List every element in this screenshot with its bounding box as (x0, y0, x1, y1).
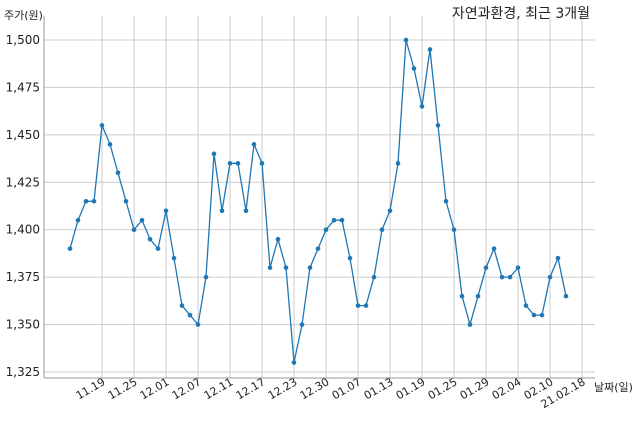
x-tick-label: 02.04 (490, 375, 524, 402)
data-point (547, 274, 553, 280)
data-point (307, 265, 313, 270)
data-point (411, 66, 417, 71)
x-tick-label: 01.07 (330, 375, 364, 402)
data-point (211, 151, 217, 157)
data-point (507, 274, 513, 280)
data-point (275, 236, 281, 242)
data-point (203, 274, 209, 280)
y-tick-label: 1,375 (6, 270, 40, 284)
y-tick-label: 1,350 (6, 318, 40, 332)
data-point (259, 161, 265, 166)
x-tick-label: 12.23 (266, 375, 300, 402)
price-line (69, 39, 567, 363)
y-axis-label: 주가(원) (4, 9, 43, 22)
data-point (75, 217, 81, 223)
y-tick-label: 1,450 (6, 128, 40, 142)
data-point (355, 303, 361, 308)
data-point (403, 37, 409, 43)
data-point (499, 274, 505, 280)
data-point (131, 227, 137, 233)
x-tick-label: 11.25 (106, 375, 140, 402)
grid (44, 16, 595, 378)
y-tick-label: 1,400 (6, 223, 40, 237)
data-point (419, 104, 425, 109)
data-point (531, 312, 537, 318)
data-point (323, 227, 329, 233)
data-point (227, 161, 233, 166)
data-point (139, 217, 145, 223)
data-point (251, 142, 257, 147)
data-point (99, 123, 105, 128)
data-point (171, 255, 177, 261)
data-point (91, 198, 97, 204)
x-axis-label: 날짜(일) (594, 380, 633, 394)
data-point (395, 161, 401, 166)
data-point (147, 236, 153, 242)
data-point (483, 265, 489, 270)
data-point (427, 47, 433, 52)
y-tick-label: 1,425 (6, 175, 40, 189)
data-point (291, 360, 297, 365)
x-tick-label: 01.13 (362, 375, 396, 402)
data-point (123, 198, 129, 204)
data-point (267, 265, 273, 270)
y-tick-label: 1,325 (6, 365, 40, 379)
data-point (179, 303, 185, 308)
x-tick-label: 11.19 (74, 375, 108, 402)
data-point (107, 142, 113, 147)
x-tick-label: 01.19 (394, 375, 428, 402)
data-point (347, 255, 353, 261)
x-tick-label: 12.07 (170, 375, 204, 402)
data-point (371, 274, 377, 280)
y-tick-label: 1,475 (6, 80, 40, 94)
data-point (315, 246, 321, 251)
data-point (443, 198, 449, 204)
x-tick-label: 12.17 (234, 375, 268, 402)
data-point (219, 208, 225, 214)
x-tick-label: 12.30 (298, 375, 332, 402)
data-point (83, 198, 89, 204)
data-point (491, 246, 497, 251)
data-point (283, 265, 289, 270)
data-point (451, 227, 457, 233)
data-point (195, 322, 201, 327)
data-point (539, 312, 545, 318)
series-line (67, 37, 569, 365)
data-point (467, 322, 473, 327)
x-tick-label: 01.29 (458, 375, 492, 402)
data-point (339, 217, 345, 223)
data-point (163, 208, 169, 214)
data-point (155, 246, 161, 251)
data-point (115, 170, 121, 176)
data-point (331, 217, 337, 223)
data-point (379, 227, 385, 233)
data-point (555, 255, 561, 261)
data-point (187, 312, 193, 318)
y-tick-label: 1,500 (6, 33, 40, 47)
data-point (459, 293, 465, 299)
axes: 1,325 1,350 1,375 1,400 1,425 1,450 1,475 1,500… (6, 16, 595, 411)
data-point (243, 208, 249, 214)
x-tick-label: 12.01 (138, 375, 172, 402)
data-point (435, 123, 441, 128)
data-point (363, 303, 369, 308)
data-point (387, 208, 393, 214)
data-point (299, 322, 305, 327)
data-point (475, 293, 481, 299)
data-point (515, 265, 521, 270)
x-tick-label: 01.25 (426, 375, 460, 402)
x-tick-label: 12.11 (202, 375, 236, 402)
data-point (67, 246, 73, 251)
data-point (523, 303, 529, 308)
chart-title: 자연과환경, 최근 3개월 (452, 6, 590, 22)
data-point (235, 161, 241, 166)
data-point (563, 293, 569, 299)
